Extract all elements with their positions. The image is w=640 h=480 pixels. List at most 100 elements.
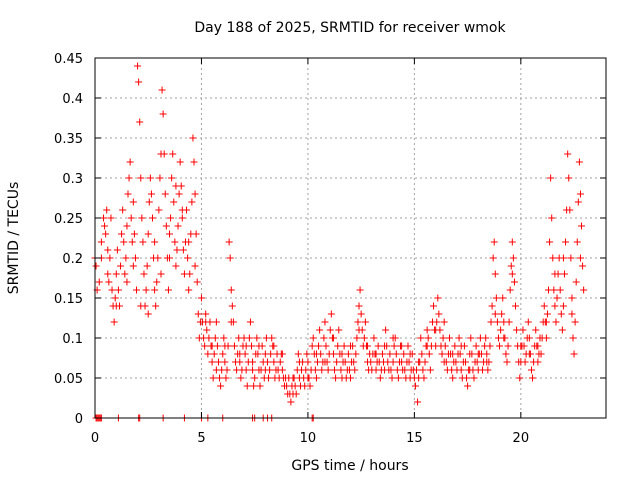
- y-axis-label: SRMTID / TECUs: [6, 182, 22, 295]
- data-point: [110, 318, 118, 326]
- data-point: [249, 366, 257, 374]
- data-point: [532, 326, 540, 334]
- data-point: [493, 318, 501, 326]
- data-point: [119, 206, 127, 214]
- data-point: [157, 270, 165, 278]
- data-point: [356, 286, 364, 294]
- data-point: [270, 342, 278, 350]
- data-point: [134, 62, 142, 70]
- data-point: [562, 238, 570, 246]
- data-point: [430, 302, 438, 310]
- data-point: [470, 374, 478, 382]
- data-point: [236, 350, 244, 358]
- data-point: [441, 342, 449, 350]
- data-point: [540, 302, 548, 310]
- data-point: [559, 302, 567, 310]
- data-point: [251, 374, 259, 382]
- data-point: [543, 310, 551, 318]
- y-tick-label: 0.35: [54, 132, 83, 147]
- data-point: [415, 358, 423, 366]
- data-point: [217, 382, 225, 390]
- data-point: [560, 270, 568, 278]
- data-point: [161, 190, 169, 198]
- data-point: [169, 150, 177, 158]
- data-point: [135, 78, 143, 86]
- data-point: [521, 358, 529, 366]
- data-point: [440, 358, 448, 366]
- data-point: [133, 286, 141, 294]
- data-point: [97, 238, 105, 246]
- data-point: [316, 326, 324, 334]
- data-point: [332, 374, 340, 382]
- data-point: [140, 270, 148, 278]
- data-point: [312, 374, 320, 382]
- data-point: [519, 326, 527, 334]
- data-point: [468, 350, 476, 358]
- data-point: [527, 366, 535, 374]
- data-point: [534, 342, 542, 350]
- data-point: [292, 390, 300, 398]
- data-point: [389, 334, 397, 342]
- data-point: [423, 342, 431, 350]
- data-point: [579, 262, 587, 270]
- data-point: [223, 366, 231, 374]
- data-point: [433, 318, 441, 326]
- data-point: [552, 318, 560, 326]
- data-point: [556, 286, 564, 294]
- data-point: [440, 318, 448, 326]
- data-point: [311, 366, 319, 374]
- x-axis-label: GPS time / hours: [291, 458, 408, 474]
- data-point: [167, 214, 175, 222]
- data-point: [227, 286, 235, 294]
- data-point: [172, 182, 180, 190]
- data-point: [303, 350, 311, 358]
- data-point: [423, 326, 431, 334]
- data-point: [276, 358, 284, 366]
- data-point: [509, 254, 517, 262]
- data-point: [474, 350, 482, 358]
- data-point: [221, 358, 229, 366]
- data-point: [457, 342, 465, 350]
- y-tick-label: 0.2: [62, 252, 83, 267]
- data-point: [435, 310, 443, 318]
- data-point: [370, 334, 378, 342]
- x-tick-label: 5: [197, 431, 205, 446]
- data-point: [278, 366, 286, 374]
- data-point: [382, 326, 390, 334]
- data-point: [92, 262, 100, 270]
- data-point: [565, 174, 573, 182]
- data-point: [173, 246, 181, 254]
- data-point: [256, 382, 264, 390]
- data-point: [568, 310, 576, 318]
- data-point: [188, 198, 196, 206]
- data-point: [512, 302, 520, 310]
- data-point: [104, 270, 112, 278]
- data-point: [401, 366, 409, 374]
- data-point: [107, 214, 115, 222]
- data-point: [249, 358, 257, 366]
- data-point: [172, 262, 180, 270]
- data-point: [558, 326, 566, 334]
- data-point: [457, 366, 465, 374]
- data-point: [353, 334, 361, 342]
- y-tick-label: 0.4: [62, 92, 83, 107]
- data-point: [352, 350, 360, 358]
- data-point: [487, 318, 495, 326]
- data-point: [100, 214, 108, 222]
- data-point: [197, 294, 205, 302]
- data-point: [113, 246, 121, 254]
- data-point: [103, 206, 111, 214]
- data-point: [357, 310, 365, 318]
- data-point: [227, 318, 235, 326]
- data-point: [499, 294, 507, 302]
- data-point: [164, 286, 172, 294]
- data-point: [189, 134, 197, 142]
- y-tick-label: 0.3: [62, 172, 83, 187]
- data-point: [464, 382, 472, 390]
- data-point: [151, 286, 159, 294]
- data-point: [331, 366, 339, 374]
- data-point: [184, 254, 192, 262]
- data-point: [142, 286, 150, 294]
- data-point: [295, 358, 303, 366]
